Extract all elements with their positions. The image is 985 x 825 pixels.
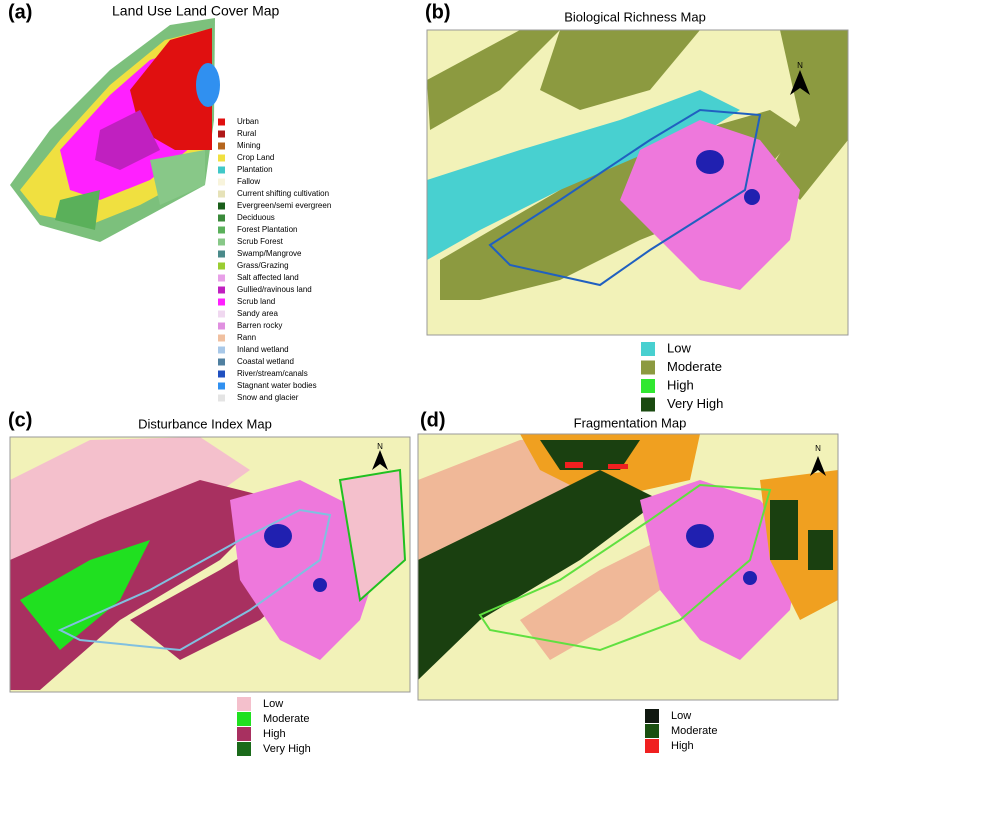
panel-label: (d) [420,409,446,431]
legend-label: Current shifting cultivation [237,189,329,198]
legend: Low Moderate High Very High [641,340,723,412]
legend-label: Snow and glacier [237,393,299,402]
legend-label: High [671,740,694,752]
legend-swatch [218,274,225,282]
legend-label: Sandy area [237,309,278,318]
legend-label: High [667,377,694,392]
legend-label: Scrub land [237,297,275,306]
legend-label: Moderate [671,725,717,737]
legend-label: Forest Plantation [237,225,297,234]
legend-swatch [645,739,659,753]
legend: Urban Rural Mining Crop Land Plantation Fallo… [218,117,331,402]
legend-swatch [641,397,655,412]
legend-label: Low [263,698,283,710]
panel-label: (b) [425,1,451,23]
legend-label: Deciduous [237,213,275,222]
legend-label: Evergreen/semi evergreen [237,201,331,210]
richness-map [427,30,848,335]
legend-swatch [645,724,659,738]
legend-swatch [218,262,225,270]
legend-swatch [218,142,225,150]
legend-swatch [645,709,659,723]
legend-swatch [218,166,225,174]
lulc-map [10,18,220,242]
legend-label: Stagnant water bodies [237,381,317,390]
legend-swatch [237,712,251,726]
legend-swatch [218,334,225,342]
legend-swatch [218,178,225,186]
legend-swatch [218,238,225,246]
legend-label: Very High [667,396,723,411]
legend-label: Swamp/Mangrove [237,249,302,258]
legend-label: Urban [237,117,259,126]
map-frame [426,29,849,336]
legend-label: Salt affected land [237,273,299,282]
legend-label: High [263,728,286,740]
legend-swatch [218,298,225,306]
panel-title: Land Use Land Cover Map [112,3,280,19]
legend-swatch [218,310,225,318]
legend-label: River/stream/canals [237,369,308,378]
legend-swatch [218,202,225,210]
panel-label: (c) [8,409,32,431]
legend-label: Moderate [667,359,722,374]
legend-label: Rural [237,129,256,138]
legend-label: Fallow [237,177,260,186]
panel-title: Biological Richness Map [564,9,706,24]
legend-label: Rann [237,333,256,342]
legend-swatch [641,360,655,375]
legend-label: Plantation [237,165,273,174]
map-frame [417,433,839,701]
legend-swatch [218,322,225,330]
legend-label: Low [671,710,691,722]
legend-label: Gullied/ravinous land [237,285,312,294]
legend-label: Grass/Grazing [237,261,289,270]
legend-swatch [218,118,225,126]
legend-swatch [218,214,225,222]
map-frame [9,436,411,693]
legend-swatch [218,154,225,162]
legend-label: Moderate [263,713,309,725]
legend-label: Coastal wetland [237,357,294,366]
north-label: N [815,444,821,453]
legend-swatch [218,346,225,354]
panel-label: (a) [8,1,32,23]
legend-label: Inland wetland [237,345,289,354]
north-label: N [377,442,383,451]
north-label: N [797,61,803,70]
legend-label: Mining [237,141,261,150]
legend: Low Moderate High Very High [237,697,311,756]
legend-swatch [218,130,225,138]
legend-swatch [641,342,655,356]
legend: Low Moderate High [645,709,717,753]
legend-swatch [218,394,225,402]
legend-label: Low [667,340,691,355]
legend-swatch [218,226,225,234]
legend-swatch [218,190,225,198]
panel-title: Disturbance Index Map [138,416,272,431]
legend-swatch [237,727,251,741]
legend-label: Scrub Forest [237,237,284,246]
legend-label: Crop Land [237,153,274,162]
disturbance-map [10,437,410,692]
legend-swatch [218,286,225,294]
legend-swatch [218,250,225,258]
legend-swatch [641,379,655,393]
fragmentation-map [418,434,838,700]
panel-title: Fragmentation Map [574,415,687,430]
legend-label: Barren rocky [237,321,282,330]
legend-label: Very High [263,743,311,755]
legend-swatch [218,358,225,366]
legend-swatch [237,697,251,711]
legend-swatch [218,382,225,390]
legend-swatch [237,742,251,756]
legend-swatch [218,370,225,378]
